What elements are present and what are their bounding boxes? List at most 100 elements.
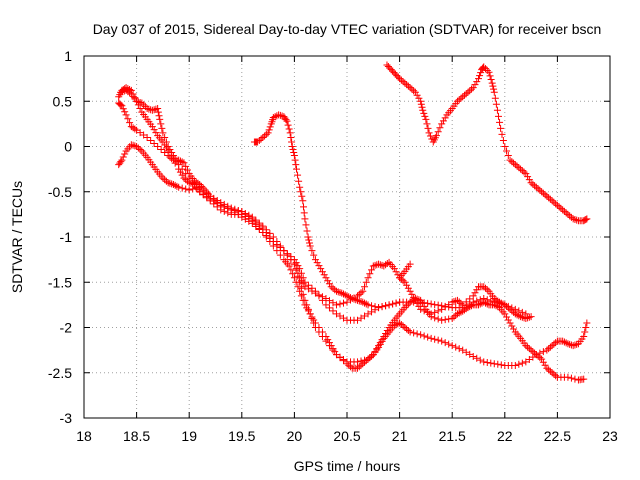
data-point [559, 337, 567, 345]
data-point [294, 272, 302, 280]
data-point [532, 351, 540, 359]
data-point [476, 296, 484, 304]
data-point [171, 181, 179, 189]
data-point [410, 329, 418, 337]
data-point [487, 359, 495, 367]
data-point [423, 120, 431, 128]
data-point [361, 283, 369, 291]
data-point [538, 355, 546, 363]
data-point [566, 212, 574, 220]
data-point [378, 261, 386, 269]
data-point [185, 186, 193, 194]
data-point [366, 354, 374, 362]
x-tick-label: 18 [76, 428, 92, 444]
data-point [399, 277, 407, 285]
data-point [303, 301, 311, 309]
data-point [466, 295, 474, 303]
data-point [532, 183, 540, 191]
data-point [455, 298, 463, 306]
data-point [482, 284, 490, 292]
data-point [473, 354, 481, 362]
data-points [115, 61, 591, 384]
data-point [117, 88, 125, 96]
data-point [300, 209, 308, 217]
data-point [477, 69, 485, 77]
y-tick-label: -1 [60, 229, 73, 245]
data-point [284, 121, 292, 129]
data-point [404, 300, 412, 308]
data-point [536, 186, 544, 194]
data-point [489, 82, 497, 90]
data-point [322, 301, 330, 309]
data-point [168, 180, 176, 188]
data-point [122, 111, 130, 119]
data-point [406, 328, 414, 336]
data-point [329, 299, 337, 307]
data-point [338, 289, 346, 297]
data-point [375, 343, 383, 351]
data-point [404, 327, 412, 335]
x-tick-label: 21 [392, 428, 408, 444]
data-point [385, 301, 393, 309]
data-point [560, 207, 568, 215]
data-point [473, 78, 481, 86]
data-point [150, 106, 158, 114]
data-point [564, 340, 572, 348]
data-point [273, 241, 281, 249]
data-point [126, 89, 134, 97]
data-point [567, 374, 575, 382]
data-point [266, 235, 274, 243]
data-point [296, 183, 304, 191]
data-point [169, 181, 177, 189]
data-point [378, 337, 386, 345]
x-tick-label: 23 [602, 428, 618, 444]
data-point [457, 308, 465, 316]
data-point [302, 221, 310, 229]
data-point [501, 310, 509, 318]
data-point [501, 143, 509, 150]
data-point [311, 256, 319, 264]
data-point [582, 324, 590, 331]
data-point [300, 203, 308, 211]
data-point [401, 304, 409, 312]
data-point [304, 305, 312, 313]
data-point [119, 105, 127, 113]
data-point [294, 171, 302, 179]
data-point [364, 310, 372, 318]
data-point [297, 188, 305, 196]
data-point [499, 300, 507, 308]
data-point [548, 369, 556, 377]
data-point [453, 310, 461, 318]
data-point [288, 143, 296, 150]
data-point [320, 271, 328, 279]
data-point [143, 133, 151, 141]
data-point [469, 352, 477, 360]
data-point [355, 290, 363, 298]
data-point [183, 177, 191, 185]
data-point [124, 115, 132, 123]
data-point [161, 149, 169, 157]
data-point [306, 310, 314, 318]
data-point [397, 76, 405, 84]
data-point [517, 313, 525, 321]
data-point [518, 313, 526, 321]
data-point [245, 217, 253, 225]
data-point [392, 268, 400, 276]
data-point [504, 152, 512, 160]
data-point [431, 308, 439, 316]
data-point [569, 342, 577, 350]
data-point [206, 195, 214, 203]
data-point [348, 295, 356, 303]
data-point [531, 182, 539, 190]
data-point [175, 156, 183, 164]
data-point [121, 108, 129, 116]
data-point [493, 106, 501, 114]
data-point [566, 340, 574, 348]
data-point [126, 119, 134, 127]
data-point [161, 141, 169, 149]
data-point [508, 158, 516, 166]
data-point [255, 136, 263, 144]
data-point [559, 206, 567, 214]
data-point [283, 117, 291, 125]
